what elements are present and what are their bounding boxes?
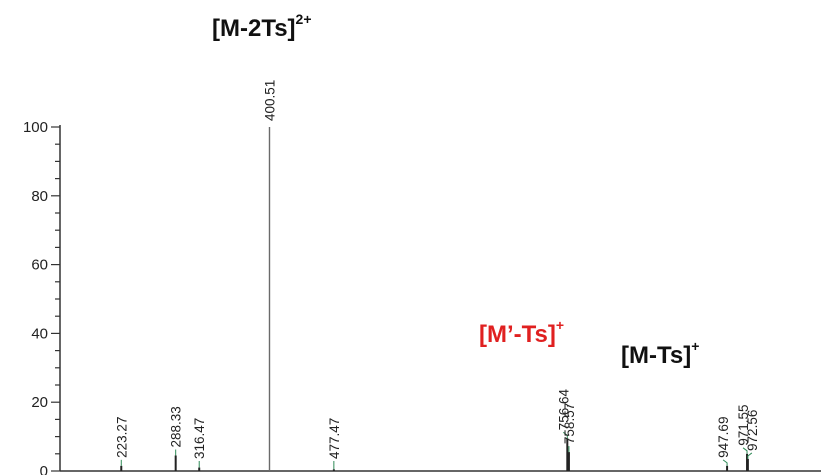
peak-leader-947.69 (722, 459, 728, 466)
annotation-mprime-ts-base: [M’-Ts] (479, 321, 556, 348)
annotation-mprime-ts-charge: + (555, 317, 565, 333)
peak-label-400.51: 400.51 (262, 80, 277, 121)
peak-label-223.27: 223.27 (114, 417, 129, 458)
annotation-m-2ts: [M-2Ts]2+ (212, 11, 312, 43)
peak-label-947.69: 947.69 (716, 417, 731, 458)
annotation-m-ts-charge: + (691, 338, 700, 354)
annotation-m-ts-base: [M-Ts] (621, 342, 692, 369)
y-tick-label: 0 (40, 463, 48, 475)
y-tick-label: 100 (23, 119, 48, 136)
y-tick-label: 60 (31, 257, 48, 274)
y-tick-label: 40 (31, 325, 48, 342)
y-tick-label: 80 (31, 188, 48, 205)
peak-leader-756.64 (563, 431, 568, 439)
annotation-m-2ts-charge: 2+ (295, 11, 312, 27)
chart-axes (59, 125, 821, 472)
y-axis-ticks: 0 20 40 60 80 100 (23, 119, 60, 475)
peak-label-758.57: 758.57 (562, 403, 577, 444)
annotation-m-2ts-base: [M-2Ts] (212, 15, 296, 42)
spectrum-peaks (120, 127, 753, 471)
annotation-m-ts: [M-Ts]+ (621, 338, 700, 370)
y-tick-label: 20 (31, 394, 48, 411)
annotation-mprime-ts: [M’-Ts]+ (479, 317, 565, 349)
peak-label-316.47: 316.47 (192, 418, 207, 459)
peak-label-477.47: 477.47 (327, 418, 342, 459)
peak-label-756.64: 756.64 (556, 389, 571, 431)
peak-leader-971.55 (742, 447, 748, 454)
peak-label-288.33: 288.33 (169, 406, 184, 447)
peak-labels: 223.27 288.33 316.47 400.51 477.47 756.64758.… (114, 80, 760, 459)
peak-label-972.56: 972.56 (745, 410, 760, 451)
peak-label-971.55: 971.55 (736, 405, 751, 446)
peak-leader-972.56 (747, 452, 753, 459)
